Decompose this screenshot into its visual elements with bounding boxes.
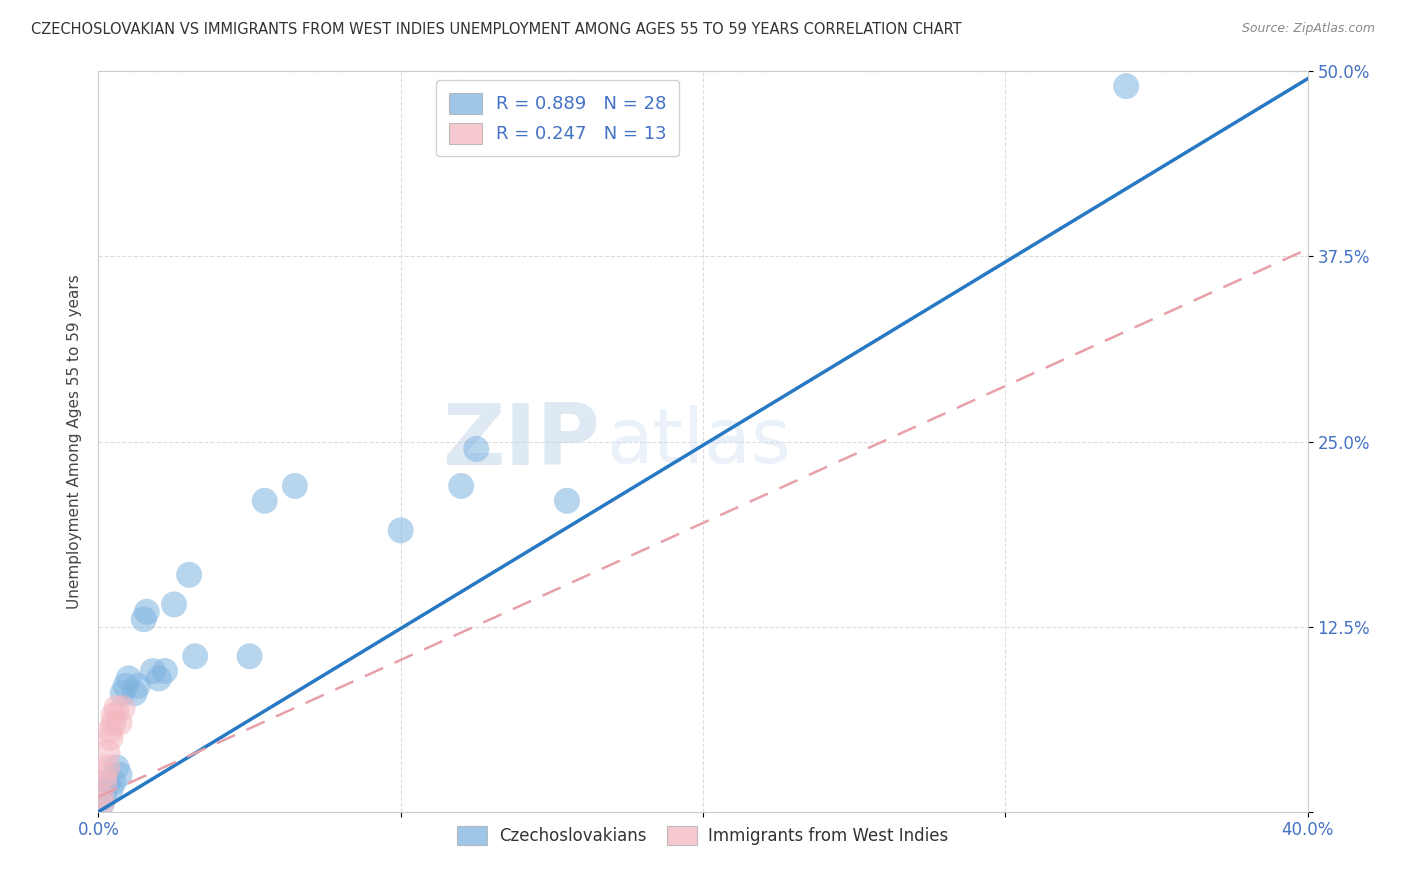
Point (100, 723, 122, 738)
Text: CZECHOSLOVAKIAN VS IMMIGRANTS FROM WEST INDIES UNEMPLOYMENT AMONG AGES 55 TO 59 : CZECHOSLOVAKIAN VS IMMIGRANTS FROM WEST … (31, 22, 962, 37)
Point (127, 679, 149, 693)
Point (135, 605, 157, 619)
Point (118, 672, 141, 686)
Point (153, 664, 176, 678)
Point (142, 664, 165, 678)
Point (93, 789, 115, 804)
Legend: Czechoslovakians, Immigrants from West Indies: Czechoslovakians, Immigrants from West I… (451, 819, 955, 852)
Point (132, 612, 155, 626)
Point (100, 731, 122, 745)
Point (465, 442, 488, 456)
Point (96, 760, 118, 774)
Point (253, 493, 276, 508)
Point (108, 715, 131, 730)
Point (163, 598, 186, 612)
Point (179, 567, 201, 582)
Point (100, 782, 122, 797)
Point (184, 649, 207, 664)
Point (114, 679, 136, 693)
Point (148, 672, 170, 686)
Point (93, 775, 115, 789)
Point (124, 686, 146, 700)
Y-axis label: Unemployment Among Ages 55 to 59 years: Unemployment Among Ages 55 to 59 years (66, 274, 82, 609)
Point (389, 524, 412, 538)
Point (96, 775, 118, 789)
Text: ZIP: ZIP (443, 400, 600, 483)
Point (103, 708, 125, 723)
Point (90, 797, 112, 812)
Point (108, 767, 131, 781)
Point (103, 775, 125, 789)
Point (105, 760, 128, 774)
Point (1115, 79, 1137, 94)
Point (103, 715, 125, 730)
Point (90, 789, 112, 804)
Point (284, 479, 307, 493)
Point (90, 797, 112, 812)
Point (555, 493, 578, 508)
Point (105, 701, 128, 715)
Text: Source: ZipAtlas.com: Source: ZipAtlas.com (1241, 22, 1375, 36)
Point (96, 746, 118, 760)
Point (93, 767, 115, 781)
Point (239, 649, 262, 664)
Point (111, 686, 134, 700)
Text: atlas: atlas (606, 405, 792, 478)
Point (450, 479, 472, 493)
Point (111, 701, 134, 715)
